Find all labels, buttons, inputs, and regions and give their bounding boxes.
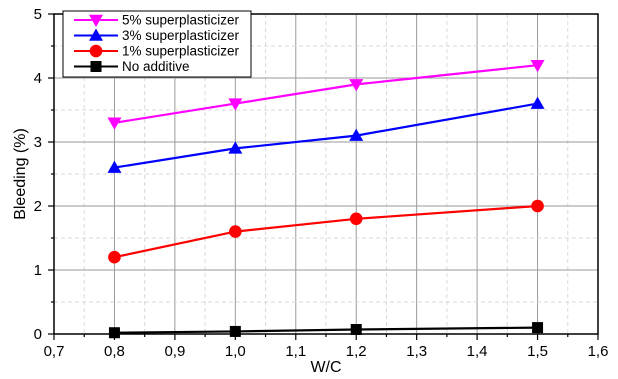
data-point — [108, 327, 120, 339]
data-point — [349, 128, 364, 141]
data-point — [228, 141, 243, 154]
y-tick-label: 4 — [34, 70, 42, 87]
data-point — [229, 325, 241, 337]
data-point — [349, 212, 363, 226]
legend-marker — [89, 44, 103, 58]
x-tick-label: 0,9 — [164, 343, 185, 360]
data-point — [530, 59, 545, 73]
legend-marker — [89, 28, 103, 41]
x-tick-label: 1,1 — [285, 343, 306, 360]
y-tick-label: 0 — [34, 326, 42, 343]
legend-label: 3% superplasticizer — [122, 28, 240, 43]
x-tick-label: 0,7 — [44, 343, 65, 360]
series-layer — [107, 59, 545, 339]
legend-marker — [90, 61, 102, 72]
data-point — [229, 225, 242, 238]
x-tick-label: 1,5 — [527, 343, 548, 360]
y-tick-label: 2 — [34, 198, 42, 215]
legend-label: No additive — [122, 59, 190, 74]
y-tick-label: 1 — [34, 262, 42, 279]
data-point — [531, 199, 544, 213]
legend-label: 5% superplasticizer — [122, 13, 240, 28]
x-tick-label: 1,6 — [588, 343, 609, 360]
x-tick-label: 1,2 — [346, 343, 367, 360]
x-axis-title: W/C — [310, 359, 341, 376]
legend-label: 1% superplasticizer — [122, 44, 240, 59]
data-point — [228, 98, 243, 111]
data-point — [107, 160, 122, 173]
x-tick-label: 1,4 — [467, 343, 488, 360]
x-tick-label: 0,8 — [104, 343, 125, 360]
ticks — [48, 13, 599, 340]
y-axis-title: Bleeding (%) — [12, 128, 29, 220]
tick-labels: 0,7 0,8 0,9 1,0 1,1 1,2 1,3 1,4 1,5 1,6 0 1 2 3 4 5 — [34, 6, 609, 360]
x-tick-label: 1,0 — [225, 343, 246, 360]
series-line — [114, 64, 538, 124]
data-point — [108, 250, 121, 264]
data-point — [107, 117, 122, 130]
y-tick-label: 5 — [34, 6, 42, 23]
legend-marker — [89, 14, 103, 27]
x-tick-label: 1,3 — [406, 343, 427, 360]
series-line — [114, 326, 538, 334]
y-tick-label: 3 — [34, 134, 42, 151]
data-point — [350, 324, 362, 336]
series-line — [114, 102, 538, 169]
data-point — [532, 322, 544, 334]
data-point — [349, 79, 364, 92]
data-point — [530, 96, 545, 109]
grid — [54, 14, 598, 334]
series-line — [114, 204, 538, 259]
